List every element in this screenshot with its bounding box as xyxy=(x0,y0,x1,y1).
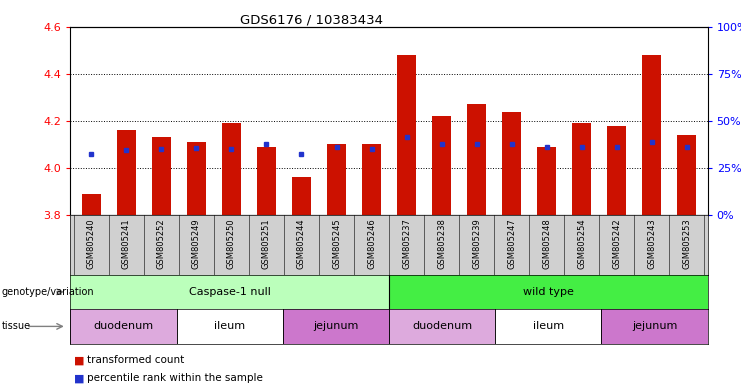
Bar xyxy=(176,309,283,344)
Bar xyxy=(397,55,416,215)
Bar xyxy=(152,137,171,215)
Text: ■: ■ xyxy=(74,355,84,365)
Bar xyxy=(502,111,521,215)
Text: GSM805251: GSM805251 xyxy=(262,218,271,269)
Text: GSM805253: GSM805253 xyxy=(682,218,691,269)
Text: jejunum: jejunum xyxy=(313,321,359,331)
Text: GSM805245: GSM805245 xyxy=(332,218,341,269)
Text: GSM805250: GSM805250 xyxy=(227,218,236,269)
Text: GSM805244: GSM805244 xyxy=(297,218,306,269)
Bar xyxy=(283,309,389,344)
Text: GSM805247: GSM805247 xyxy=(507,218,516,269)
Bar xyxy=(607,126,626,215)
Text: GSM805243: GSM805243 xyxy=(647,218,656,269)
Bar xyxy=(642,55,661,215)
Text: GSM805252: GSM805252 xyxy=(157,218,166,269)
Text: percentile rank within the sample: percentile rank within the sample xyxy=(87,373,263,383)
Text: GSM805239: GSM805239 xyxy=(472,218,481,269)
Text: Caspase-1 null: Caspase-1 null xyxy=(189,287,270,297)
Bar xyxy=(537,147,556,215)
Bar xyxy=(572,123,591,215)
Text: GSM805238: GSM805238 xyxy=(437,218,446,269)
Text: ■: ■ xyxy=(74,373,84,383)
Text: jejunum: jejunum xyxy=(632,321,677,331)
Text: GSM805237: GSM805237 xyxy=(402,218,411,269)
Text: transformed count: transformed count xyxy=(87,355,185,365)
Bar xyxy=(362,144,381,215)
Bar xyxy=(389,275,708,309)
Bar xyxy=(432,116,451,215)
Bar xyxy=(70,275,389,309)
Text: ileum: ileum xyxy=(214,321,245,331)
Bar xyxy=(495,309,602,344)
Text: genotype/variation: genotype/variation xyxy=(1,287,94,297)
Text: GSM805248: GSM805248 xyxy=(542,218,551,269)
Bar xyxy=(677,135,697,215)
Text: GSM805249: GSM805249 xyxy=(192,218,201,269)
Bar xyxy=(70,309,176,344)
Text: duodenum: duodenum xyxy=(93,321,153,331)
Text: duodenum: duodenum xyxy=(412,321,472,331)
Text: ileum: ileum xyxy=(533,321,564,331)
Bar xyxy=(327,144,346,215)
Text: GSM805241: GSM805241 xyxy=(122,218,131,269)
Bar xyxy=(117,130,136,215)
Text: GSM805246: GSM805246 xyxy=(367,218,376,269)
Text: wild type: wild type xyxy=(523,287,574,297)
Text: GDS6176 / 10383434: GDS6176 / 10383434 xyxy=(240,13,382,26)
Bar xyxy=(389,309,495,344)
Bar xyxy=(292,177,311,215)
Text: GSM805242: GSM805242 xyxy=(612,218,621,269)
Bar xyxy=(187,142,206,215)
Bar xyxy=(257,147,276,215)
Text: GSM805254: GSM805254 xyxy=(577,218,586,269)
Bar xyxy=(467,104,486,215)
Text: GSM805240: GSM805240 xyxy=(87,218,96,269)
Bar xyxy=(222,123,241,215)
Text: tissue: tissue xyxy=(1,321,30,331)
Bar xyxy=(82,194,101,215)
Bar xyxy=(602,309,708,344)
